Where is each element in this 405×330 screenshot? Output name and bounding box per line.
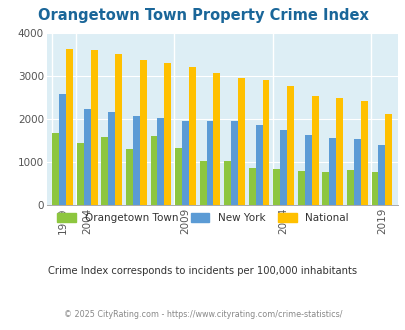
Bar [188, 67, 195, 205]
Bar [101, 137, 108, 205]
Bar [52, 133, 59, 205]
Bar [90, 50, 97, 205]
Legend: Orangetown Town, New York, National: Orangetown Town, New York, National [53, 209, 352, 227]
Bar [213, 73, 220, 205]
Bar [286, 86, 293, 205]
Bar [311, 96, 318, 205]
Text: Orangetown Town Property Crime Index: Orangetown Town Property Crime Index [38, 8, 367, 23]
Bar [108, 112, 115, 205]
Bar [237, 79, 244, 205]
Bar [371, 172, 377, 205]
Bar [304, 135, 311, 205]
Bar [126, 149, 132, 205]
Bar [273, 169, 279, 205]
Bar [150, 136, 157, 205]
Bar [66, 49, 73, 205]
Bar [255, 125, 262, 205]
Bar [206, 121, 213, 205]
Bar [353, 139, 360, 205]
Bar [115, 54, 122, 205]
Bar [175, 148, 181, 205]
Text: © 2025 CityRating.com - https://www.cityrating.com/crime-statistics/: © 2025 CityRating.com - https://www.city… [64, 310, 341, 319]
Bar [139, 60, 146, 205]
Bar [328, 138, 335, 205]
Bar [157, 118, 164, 205]
Bar [377, 146, 384, 205]
Bar [335, 98, 342, 205]
Bar [164, 63, 171, 205]
Bar [279, 130, 286, 205]
Bar [230, 121, 237, 205]
Bar [199, 161, 206, 205]
Bar [262, 80, 269, 205]
Bar [83, 109, 90, 205]
Bar [322, 172, 328, 205]
Bar [360, 101, 367, 205]
Bar [59, 94, 66, 205]
Text: Crime Index corresponds to incidents per 100,000 inhabitants: Crime Index corresponds to incidents per… [48, 266, 357, 276]
Bar [248, 168, 255, 205]
Bar [77, 143, 83, 205]
Bar [181, 120, 188, 205]
Bar [132, 116, 139, 205]
Bar [297, 171, 304, 205]
Bar [384, 114, 391, 205]
Bar [346, 170, 353, 205]
Bar [224, 161, 230, 205]
